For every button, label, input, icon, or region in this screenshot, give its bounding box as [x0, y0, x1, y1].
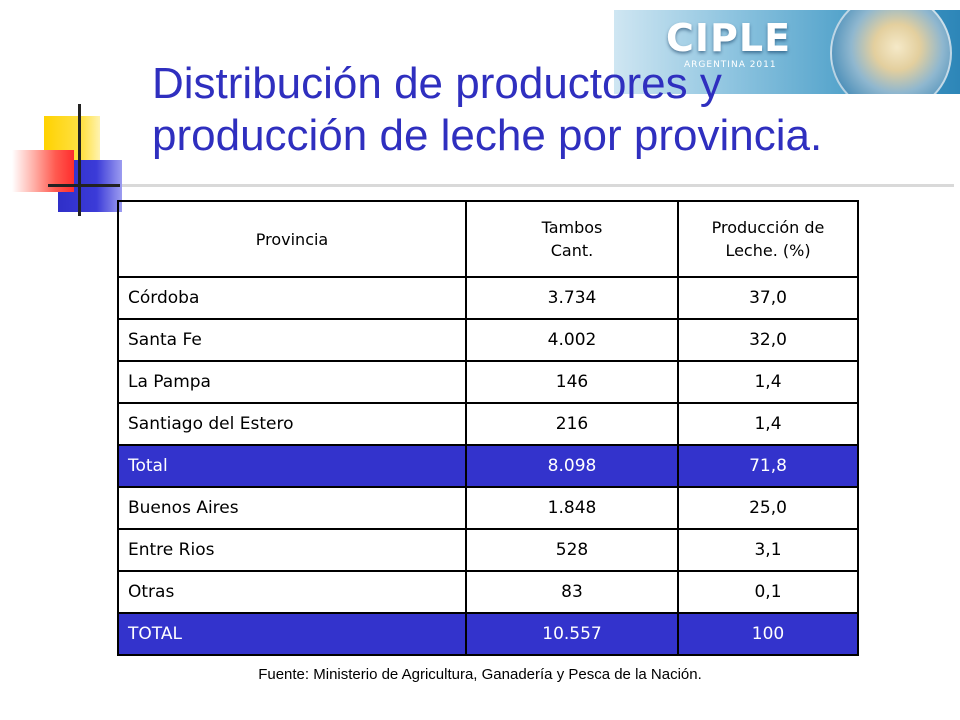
- cell-produccion: 1,4: [677, 402, 859, 446]
- cell-provincia: TOTAL: [117, 612, 467, 656]
- table-row-subtotal: Total 8.098 71,8: [117, 444, 859, 488]
- header-produccion-line-2: Leche. (%): [725, 241, 811, 260]
- logo-brand: CIPLE: [666, 16, 792, 60]
- cell-provincia: La Pampa: [117, 360, 467, 404]
- logo-emblem-icon: [830, 10, 952, 94]
- cell-provincia: Buenos Aires: [117, 486, 467, 530]
- header-tambos: Tambos Cant.: [465, 200, 679, 278]
- cell-produccion: 0,1: [677, 570, 859, 614]
- cell-produccion: 71,8: [677, 444, 859, 488]
- cell-tambos: 83: [465, 570, 679, 614]
- cell-provincia: Otras: [117, 570, 467, 614]
- logo-subtitle: ARGENTINA 2011: [684, 60, 777, 70]
- cell-tambos: 8.098: [465, 444, 679, 488]
- slide-title: Distribución de productores y producción…: [152, 58, 932, 162]
- table-row: La Pampa 146 1,4: [117, 360, 859, 404]
- cell-produccion: 32,0: [677, 318, 859, 362]
- production-table: Provincia Tambos Cant. Producción de Lec…: [117, 200, 859, 656]
- cell-produccion: 1,4: [677, 360, 859, 404]
- table-row-total: TOTAL 10.557 100: [117, 612, 859, 656]
- title-underline: [48, 184, 954, 187]
- cell-produccion: 37,0: [677, 276, 859, 320]
- header-provincia: Provincia: [117, 200, 467, 278]
- slide-title-line-2: producción de leche por provincia.: [152, 111, 823, 160]
- cell-produccion: 100: [677, 612, 859, 656]
- ciple-logo: CIPLE ARGENTINA 2011: [614, 10, 960, 94]
- cell-provincia: Entre Rios: [117, 528, 467, 572]
- table-row: Santiago del Estero 216 1,4: [117, 402, 859, 446]
- cell-tambos: 4.002: [465, 318, 679, 362]
- table-row: Buenos Aires 1.848 25,0: [117, 486, 859, 530]
- cell-tambos: 528: [465, 528, 679, 572]
- table-row: Otras 83 0,1: [117, 570, 859, 614]
- table-row: Córdoba 3.734 37,0: [117, 276, 859, 320]
- cell-provincia: Santa Fe: [117, 318, 467, 362]
- cell-tambos: 10.557: [465, 612, 679, 656]
- cell-provincia: Santiago del Estero: [117, 402, 467, 446]
- cell-tambos: 216: [465, 402, 679, 446]
- table-row: Santa Fe 4.002 32,0: [117, 318, 859, 362]
- header-tambos-line-1: Tambos: [541, 218, 603, 237]
- table-header-row: Provincia Tambos Cant. Producción de Lec…: [117, 200, 859, 278]
- header-tambos-line-2: Cant.: [550, 241, 594, 260]
- decorative-horizontal-line: [48, 184, 120, 187]
- source-note: Fuente: Ministerio de Agricultura, Ganad…: [258, 666, 702, 683]
- cell-tambos: 3.734: [465, 276, 679, 320]
- cell-produccion: 25,0: [677, 486, 859, 530]
- cell-provincia: Córdoba: [117, 276, 467, 320]
- header-produccion-line-1: Producción de: [711, 218, 825, 237]
- cell-tambos: 1.848: [465, 486, 679, 530]
- cell-tambos: 146: [465, 360, 679, 404]
- cell-provincia: Total: [117, 444, 467, 488]
- table-row: Entre Rios 528 3,1: [117, 528, 859, 572]
- slide-title-line-1: Distribución de productores y: [152, 59, 722, 108]
- cell-produccion: 3,1: [677, 528, 859, 572]
- header-produccion: Producción de Leche. (%): [677, 200, 859, 278]
- decorative-vertical-line: [78, 104, 81, 216]
